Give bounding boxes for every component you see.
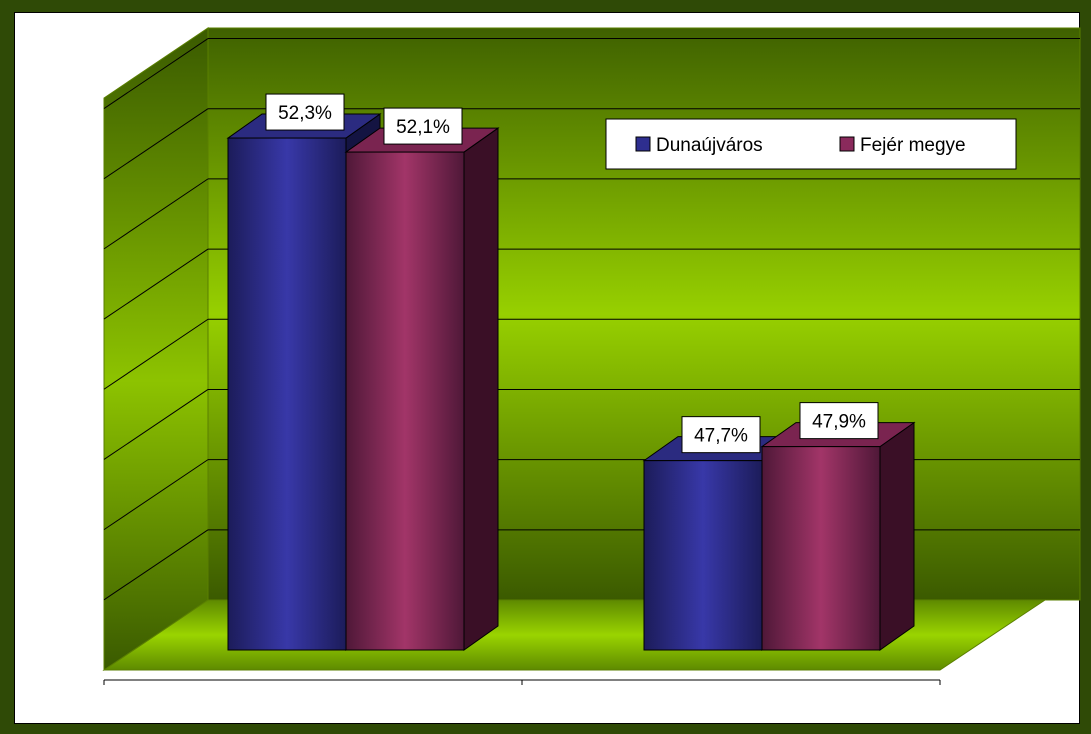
gridline-side [103, 38, 209, 109]
data-label-box [799, 402, 879, 440]
legend-label: Dunaújváros [656, 135, 763, 156]
gridline-side [103, 459, 209, 531]
data-label-box [265, 93, 345, 131]
data-label: 52,1% [396, 117, 450, 138]
gridline-side [103, 389, 209, 460]
bar [345, 151, 465, 651]
bar [643, 460, 763, 651]
data-label: 47,9% [812, 412, 866, 433]
gridline-side [103, 178, 209, 250]
gridline-side [103, 318, 209, 390]
legend-swatch [635, 136, 651, 152]
data-label: 52,3% [278, 103, 332, 124]
legend-label: Fejér megye [860, 135, 966, 156]
data-label: 47,7% [694, 426, 748, 447]
legend-box [605, 118, 1017, 170]
gridline-side [103, 108, 209, 180]
bar [761, 446, 881, 651]
data-label-box [681, 416, 761, 454]
gridline-side [103, 529, 209, 601]
bar-side [879, 421, 915, 651]
data-label-box [383, 107, 463, 145]
legend-swatch [839, 136, 855, 152]
side-wall [103, 27, 209, 671]
gridline-side [103, 248, 209, 320]
bar-side [463, 127, 499, 651]
bar [227, 137, 347, 651]
